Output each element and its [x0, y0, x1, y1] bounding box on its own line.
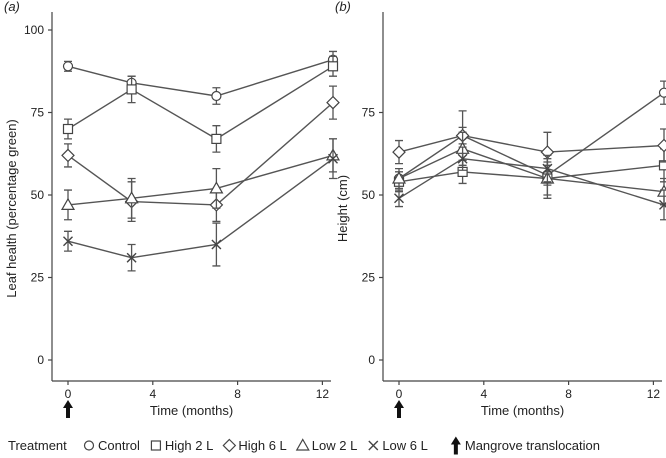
data-point-x: [211, 239, 222, 250]
legend-marker-triangle: [295, 438, 310, 451]
data-point-x: [542, 163, 553, 174]
series-low-6-l: [394, 146, 666, 221]
legend-item: High 2 L: [150, 438, 213, 453]
series-line: [398, 92, 665, 180]
data-point-square: [62, 123, 74, 135]
panels: (a) 0 25 50 75 100 0 4 8 12 Time (months) Leaf heal…: [4, 0, 666, 418]
legend-marker-circle: [83, 440, 95, 451]
data-point-x: [328, 153, 338, 164]
y-tick-label: 0: [368, 353, 375, 367]
x-tick-label: 4: [480, 387, 487, 401]
translocation-arrow-icon: [63, 400, 73, 418]
series-control: [62, 50, 339, 105]
data-point-diamond: [657, 138, 666, 153]
legend-item: Low 6 L: [368, 438, 428, 453]
data-point-diamond: [61, 148, 75, 163]
legend-label: Mangrove translocation: [465, 438, 600, 453]
data-point-triangle: [60, 197, 76, 210]
translocation-arrow-icon: [394, 400, 404, 418]
x-tick-label: 0: [396, 387, 403, 401]
data-point-triangle: [124, 191, 139, 204]
chart-panel-2: (b) 0 25 50 75 0 4 8 12 Time (months) Height (cm): [335, 0, 666, 418]
x-tick-label: 8: [565, 387, 572, 401]
legend-item: High 6 L: [222, 438, 287, 453]
y-tick-label: 25: [362, 271, 376, 285]
x-tick-label: 0: [65, 387, 72, 401]
data-point-square: [211, 133, 222, 144]
legend-label: Control: [98, 438, 140, 453]
data-point-x: [394, 193, 404, 204]
data-point-square: [327, 61, 339, 72]
series-line: [67, 154, 334, 206]
y-tick-label: 75: [31, 106, 45, 120]
y-axis-title: Height (cm): [335, 175, 350, 242]
x-axis-title: Time (months): [481, 403, 564, 418]
data-point-x: [659, 199, 666, 210]
data-point-x: [63, 236, 73, 247]
y-tick-label: 25: [31, 271, 45, 285]
legend-label: Low 6 L: [382, 438, 428, 453]
legend-item: Control: [83, 438, 140, 453]
data-point-diamond: [326, 95, 340, 110]
series-low-6-l: [63, 138, 338, 272]
series-line: [67, 59, 334, 97]
legend: Treatment Control High 2 L High 6 L Low 2 L L…: [8, 436, 600, 455]
data-point-circle: [658, 87, 666, 98]
legend-label: High 2 L: [165, 438, 213, 453]
panel-label: (b): [335, 0, 351, 14]
y-tick-label: 50: [31, 188, 45, 202]
data-point-triangle: [391, 171, 407, 184]
x-tick-label: 8: [234, 387, 241, 401]
y-tick-label: 75: [362, 106, 376, 120]
series-high-2-l: [62, 55, 339, 153]
data-point-x: [126, 252, 137, 263]
legend-label: Low 2 L: [312, 438, 358, 453]
series-line: [398, 134, 665, 153]
x-axis-title: Time (months): [150, 403, 233, 418]
y-axis-title: Leaf health (percentage green): [4, 119, 19, 298]
data-point-circle: [211, 90, 222, 102]
legend-label: High 6 L: [238, 438, 286, 453]
x-tick-label: 12: [647, 387, 661, 401]
legend-item: Low 2 L: [295, 438, 358, 453]
series-line: [67, 158, 334, 259]
arrow-up-icon: [450, 436, 461, 455]
data-point-circle: [62, 61, 74, 72]
x-tick-label: 12: [316, 387, 330, 401]
series-line: [67, 65, 334, 140]
y-tick-label: 0: [37, 353, 44, 367]
series-line: [398, 157, 665, 206]
data-point-x: [457, 153, 468, 164]
data-point-triangle: [209, 181, 224, 194]
chart-panel-1: (a) 0 25 50 75 100 0 4 8 12 Time (months) Leaf heal…: [4, 0, 341, 418]
panel-label: (a): [4, 0, 20, 14]
data-point-diamond: [392, 145, 406, 159]
legend-marker-x: [368, 440, 379, 451]
x-tick-label: 4: [149, 387, 156, 401]
legend-title: Treatment: [8, 438, 67, 453]
legend-marker-diamond: [222, 438, 237, 453]
y-tick-label: 100: [24, 23, 44, 37]
data-point-square: [126, 84, 137, 95]
y-tick-label: 50: [362, 188, 376, 202]
series-line: [398, 164, 665, 183]
legend-item: Mangrove translocation: [450, 436, 600, 455]
series-line: [67, 102, 334, 206]
series-low-2-l: [60, 138, 341, 221]
legend-marker-square: [150, 440, 162, 451]
